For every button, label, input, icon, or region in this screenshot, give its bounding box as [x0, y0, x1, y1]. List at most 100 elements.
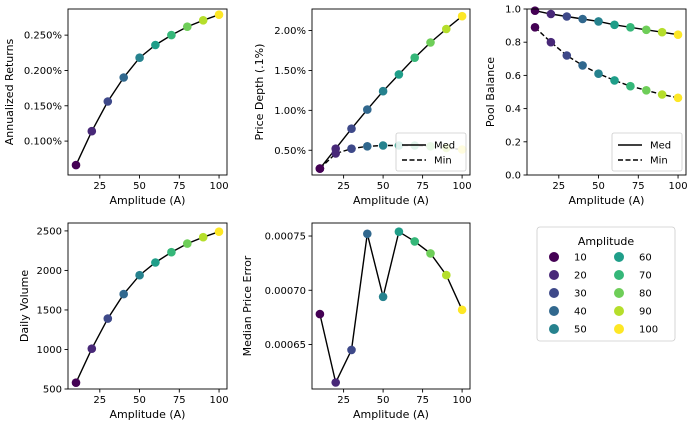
x-tick-label: 25 — [552, 181, 565, 192]
data-point — [530, 6, 540, 15]
legend-marker — [549, 306, 559, 316]
data-point — [363, 142, 372, 151]
y-tick-label: 0.100% — [24, 137, 62, 148]
data-point — [394, 70, 404, 79]
legend-box — [395, 132, 467, 172]
legend-label: 20 — [574, 271, 587, 282]
series-legend: Med Min — [611, 132, 683, 172]
data-point — [457, 11, 467, 21]
y-axis-label: Pool Balance — [484, 57, 497, 127]
y-tick-label: 0.6 — [505, 71, 521, 82]
y-tick-label: 1000 — [37, 345, 62, 356]
plot-frame — [311, 222, 471, 390]
series-legend: Med Min — [395, 132, 467, 172]
series-line-0 — [75, 231, 220, 383]
data-point — [71, 160, 81, 170]
x-tick-label: 100 — [453, 181, 472, 192]
data-point — [442, 24, 451, 34]
y-tick-label: 0.8 — [505, 38, 521, 49]
data-point — [135, 53, 144, 62]
data-point — [410, 53, 420, 62]
legend-label: 10 — [574, 253, 587, 264]
chart-depth: 25 50 75 100 0.50% 1.00% 1.50% 2.00% Amplitude (… — [253, 8, 472, 207]
legend-label: 100 — [639, 325, 658, 336]
data-point — [315, 309, 325, 319]
data-point — [87, 344, 97, 354]
data-point — [546, 9, 556, 19]
y-axis-label: Median Price Error — [241, 255, 254, 356]
x-tick-label: 75 — [173, 395, 186, 406]
data-point — [103, 314, 113, 323]
data-point — [214, 227, 224, 236]
y-tick-label: 0.250% — [24, 31, 62, 42]
data-point — [673, 93, 683, 103]
x-tick-label: 75 — [416, 395, 429, 406]
legend-marker — [614, 270, 624, 280]
legend-marker — [549, 252, 559, 262]
x-axis-label: Amplitude (A) — [110, 194, 186, 207]
data-point — [183, 22, 192, 32]
chart-volume: 25 50 75 100 500 1000 1500 2000 2500 Amplitude (A… — [18, 222, 229, 421]
x-axis-label: Amplitude (A) — [353, 408, 429, 421]
data-point — [410, 237, 420, 246]
y-tick-label: 1.00% — [274, 106, 306, 117]
y-tick-label: 0.150% — [24, 101, 62, 112]
plot-frame — [67, 222, 228, 390]
x-tick-label: 25 — [93, 181, 106, 192]
data-point — [426, 249, 435, 258]
data-point — [657, 27, 667, 37]
x-tick-label: 100 — [453, 395, 472, 406]
data-point — [426, 38, 435, 47]
data-point — [103, 97, 113, 106]
y-tick-label: 1500 — [37, 305, 62, 316]
series-line-0 — [75, 14, 220, 166]
data-point — [71, 378, 81, 388]
chart-balance: 25 50 75 100 0.0 0.2 0.4 0.6 0.8 1.0 Amplitude (A)… — [484, 5, 688, 208]
data-point — [347, 345, 356, 355]
data-point — [167, 247, 176, 257]
y-tick-label: 0.00075 — [265, 232, 306, 243]
plot-frame — [311, 8, 471, 176]
data-point — [347, 124, 356, 133]
y-tick-label: 500 — [43, 385, 62, 396]
data-point — [183, 239, 192, 248]
y-tick-label: 2.00% — [274, 26, 306, 37]
series-line-min — [534, 26, 679, 99]
data-point — [546, 37, 556, 47]
legend-marker — [549, 324, 559, 334]
data-point — [657, 90, 667, 99]
series-line-0 — [319, 230, 463, 385]
data-point — [578, 14, 587, 24]
data-point — [167, 30, 176, 40]
data-point — [135, 270, 144, 280]
legend-label: 30 — [574, 289, 587, 300]
x-tick-label: 75 — [416, 181, 429, 192]
data-point — [198, 15, 208, 25]
data-point — [378, 86, 388, 96]
data-point — [673, 30, 683, 39]
legend-label-med: Med — [434, 141, 455, 152]
x-tick-label: 50 — [133, 181, 146, 192]
x-tick-label: 25 — [337, 395, 350, 406]
x-tick-label: 100 — [210, 181, 229, 192]
data-point — [363, 229, 372, 239]
data-point — [394, 227, 404, 236]
legend-marker — [549, 288, 559, 298]
data-point — [198, 232, 208, 242]
data-point — [562, 12, 572, 21]
chart-returns: 25 50 75 100 0.100% 0.150% 0.200% 0.250% Amplitu… — [3, 8, 229, 207]
data-point — [331, 149, 341, 158]
data-point — [151, 258, 160, 267]
data-point — [119, 289, 128, 299]
plot-frame — [526, 8, 687, 176]
legend-box — [611, 132, 683, 172]
data-point — [214, 10, 224, 19]
x-axis-label: Amplitude (A) — [110, 408, 186, 421]
legend-label: 80 — [639, 289, 652, 300]
x-tick-label: 50 — [377, 181, 390, 192]
data-point — [151, 40, 160, 50]
legend-marker — [614, 252, 624, 262]
legend-label-min: Min — [650, 156, 668, 167]
x-axis-label: Amplitude (A) — [353, 194, 429, 207]
